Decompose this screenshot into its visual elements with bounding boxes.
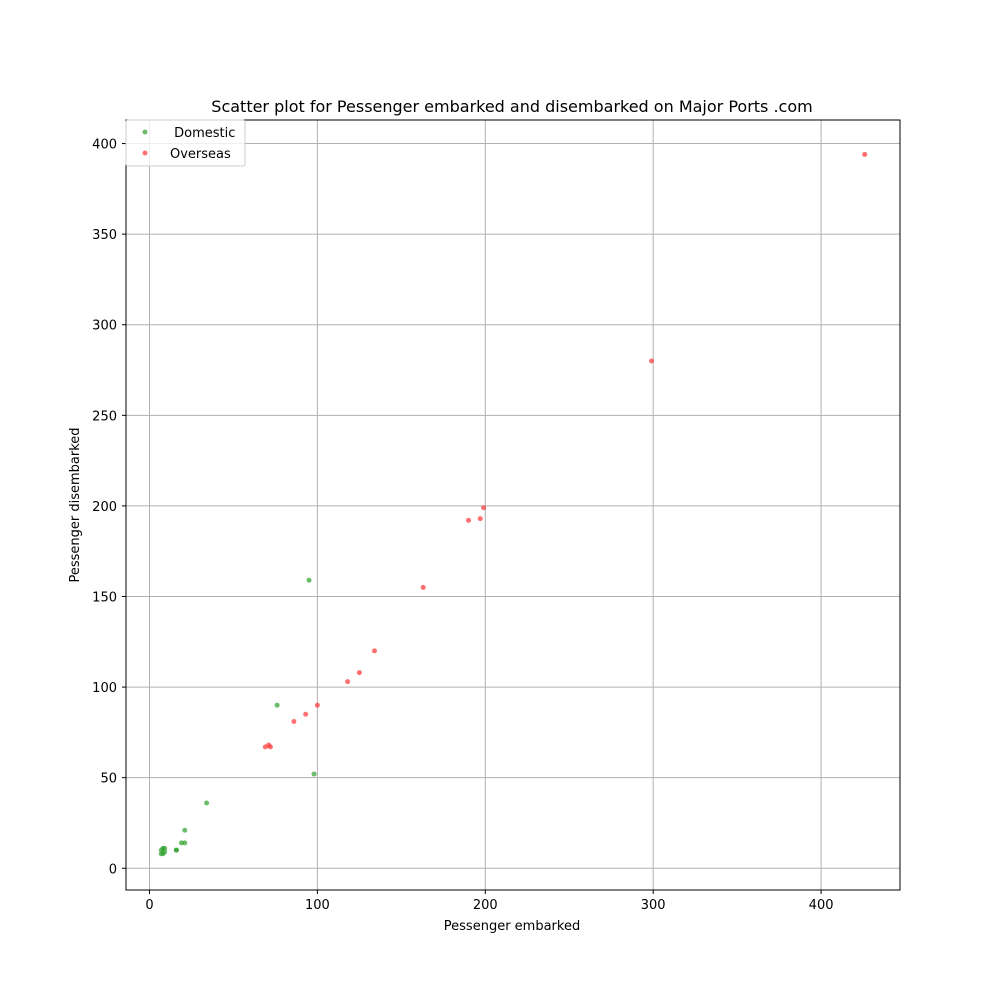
y-tick-label: 100: [92, 681, 117, 696]
chart-title: Scatter plot for Pessenger embarked and …: [211, 97, 812, 116]
overseas-point: [862, 151, 868, 157]
x-tick-label: 300: [641, 898, 666, 913]
domestic-point: [178, 840, 184, 846]
plot-frame: [125, 119, 901, 891]
legend-marker-domestic: [142, 129, 148, 135]
overseas-point: [420, 584, 426, 590]
y-tick-label: 300: [92, 319, 117, 334]
legend-box: [125, 119, 246, 167]
overseas-point: [466, 517, 472, 523]
domestic-point: [173, 847, 179, 853]
domestic-point: [160, 845, 166, 851]
domestic-point: [311, 771, 317, 777]
y-axis-title: Pessenger disembarked: [68, 427, 83, 582]
domestic-point: [306, 577, 312, 583]
legend-label-overseas: Overseas: [170, 147, 231, 162]
axis-ticks: 0 100 200 300 400 0 50 100 150 200 250 300 350 400: [92, 138, 833, 913]
overseas-point: [481, 505, 487, 511]
overseas-point: [291, 719, 297, 725]
y-tick-label: 150: [92, 590, 117, 605]
overseas-point: [477, 516, 483, 522]
legend-label-domestic: Domestic: [170, 126, 235, 141]
legend-marker-overseas: [142, 150, 148, 156]
legend: Domestic Overseas: [125, 119, 246, 167]
domestic-point: [160, 851, 166, 857]
overseas-point: [356, 670, 362, 676]
y-tick-label: 400: [92, 138, 117, 153]
overseas-point: [345, 679, 351, 685]
overseas-point: [262, 744, 268, 750]
x-tick-label: 0: [145, 898, 153, 913]
grid-lines: [126, 120, 900, 890]
domestic-point: [274, 702, 280, 708]
x-axis-title: Pessenger embarked: [444, 919, 580, 934]
overseas-point: [303, 711, 309, 717]
overseas-point: [371, 648, 377, 654]
y-tick-label: 350: [92, 228, 117, 243]
y-tick-label: 200: [92, 500, 117, 515]
overseas-point: [314, 702, 320, 708]
y-tick-label: 50: [100, 772, 117, 787]
overseas-point: [649, 358, 655, 364]
data-points: [158, 151, 868, 857]
y-tick-label: 250: [92, 409, 117, 424]
domestic-point: [182, 827, 188, 833]
domestic-point: [204, 800, 210, 806]
x-tick-label: 400: [809, 898, 834, 913]
x-tick-label: 100: [305, 898, 330, 913]
x-tick-label: 200: [473, 898, 498, 913]
y-tick-label: 0: [109, 862, 117, 877]
